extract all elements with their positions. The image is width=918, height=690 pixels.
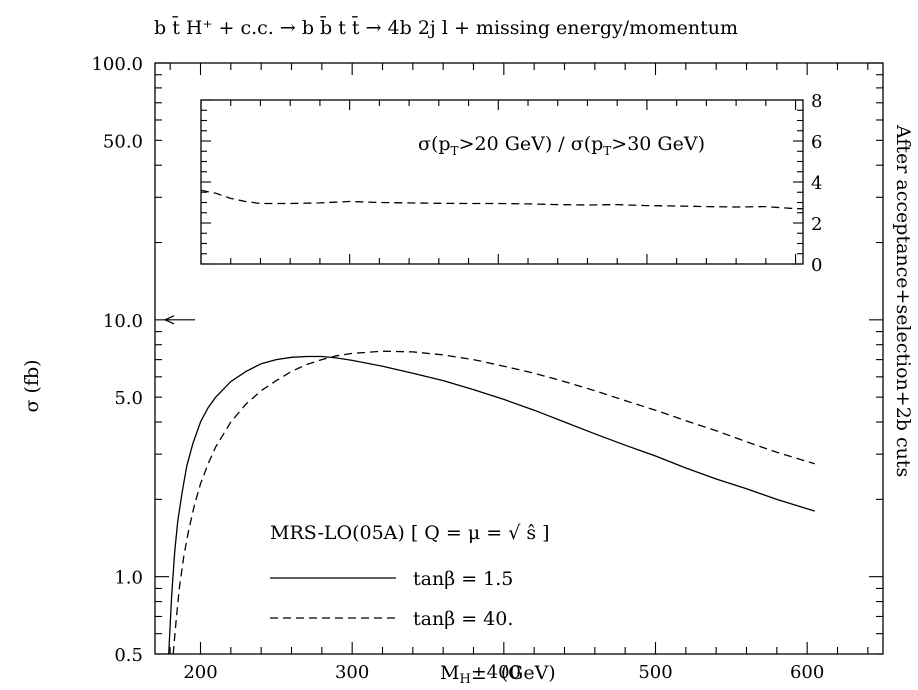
left-arrow-annotation (164, 315, 195, 325)
x-tick-label: 300 (335, 662, 369, 683)
inset-frame (200, 99, 804, 265)
inset-series (200, 189, 803, 210)
main-plot-frame (154, 62, 884, 655)
main-series (168, 350, 815, 655)
x-axis-ticks (169, 63, 869, 654)
y-tick-label: 50.0 (103, 131, 143, 152)
x-tick-label: 200 (183, 662, 217, 683)
series-line-solid (168, 355, 815, 655)
inset-ticks (200, 99, 803, 265)
y-tick-label: 100.0 (91, 54, 143, 75)
series-line-dashed (172, 350, 815, 655)
x-axis-tick-labels: 200 300 400 500 600 (183, 662, 824, 683)
legend-label-solid: tanβ = 1.5 (413, 568, 513, 590)
legend-label-dashed: tanβ = 40. (413, 608, 513, 630)
x-tick-label: 400 (487, 662, 521, 683)
y-axis-ticks (155, 62, 883, 655)
inset-y-tick-label: 6 (811, 132, 822, 153)
inset-y-tick-label: 2 (811, 214, 822, 235)
inset-y-tick-label: 8 (811, 91, 822, 112)
y-tick-label: 0.5 (114, 645, 143, 666)
y-tick-label: 5.0 (114, 388, 143, 409)
x-tick-label: 500 (638, 662, 672, 683)
y-axis-title: σ (fb) (21, 359, 43, 412)
arrow-head (164, 315, 175, 325)
inset-tick-labels: 0 2 4 6 8 (811, 91, 822, 276)
y-axis-tick-labels: 0.5 1.0 5.0 10.0 50.0 100.0 (91, 54, 143, 666)
chart-title: b t̄ H⁺ + c.c. → b b̄ t t̄ → 4b 2j l + m… (154, 15, 738, 39)
inset-ratio-line (200, 189, 803, 210)
y-tick-label: 10.0 (103, 311, 143, 332)
y-tick-label: 1.0 (114, 568, 143, 589)
inset-ratio-label: σ(pT>20 GeV) / σ(pT>30 GeV) (418, 133, 705, 158)
inset-y-tick-label: 0 (811, 255, 822, 276)
right-axis-title: After acceptance+selection+2b cuts (892, 124, 914, 477)
inset-y-tick-label: 4 (811, 173, 822, 194)
x-axis-title: MH± (GeV) (440, 662, 556, 687)
x-tick-label: 600 (790, 662, 824, 683)
legend-title: MRS-LO(05A) [ Q = μ = √ ŝ ] (270, 522, 550, 544)
